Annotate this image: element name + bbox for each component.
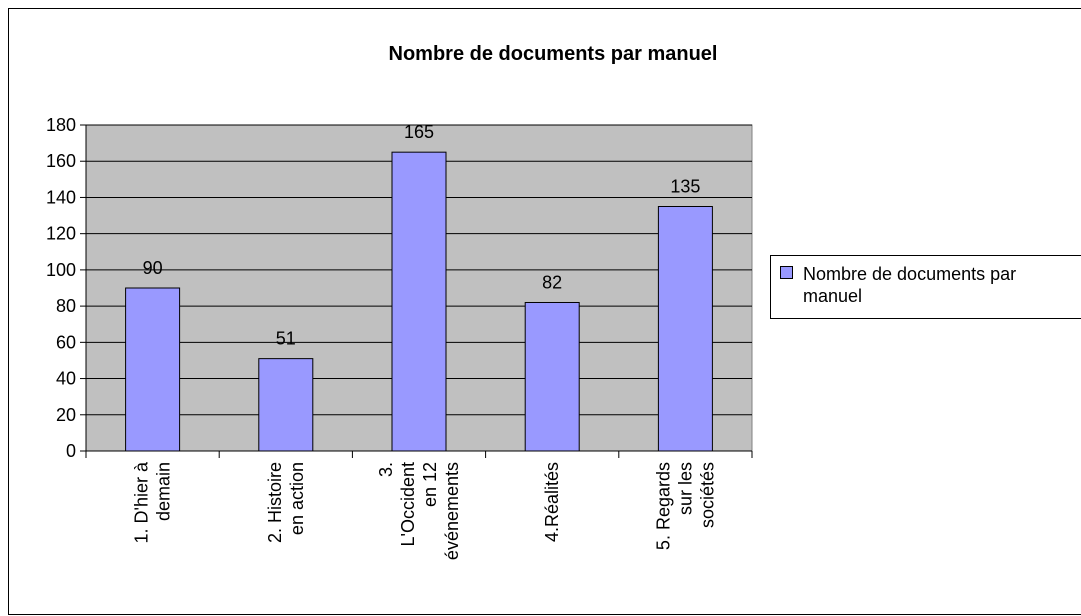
y-tick-label: 40 (56, 369, 76, 389)
value-label: 165 (404, 122, 434, 142)
text-line: demain (154, 462, 174, 521)
value-label: 90 (143, 258, 163, 278)
value-label: 51 (276, 329, 296, 349)
value-label: 82 (542, 272, 562, 292)
legend-box (770, 255, 1081, 319)
text-line: 4.Réalités (542, 462, 562, 542)
chart-title: Nombre de documents par manuel (389, 43, 718, 65)
y-tick-label: 60 (56, 332, 76, 352)
text-line: 5. Regards (653, 462, 673, 550)
text-line: L'Occident (398, 462, 418, 546)
x-tick-label: 4.Réalités (542, 462, 562, 542)
legend-label: Nombre de documents par manuel (803, 264, 1016, 306)
x-tick-label: 2. Histoire en action (265, 462, 307, 543)
y-tick-label: 80 (56, 296, 76, 316)
y-tick-label: 20 (56, 405, 76, 425)
legend-swatch (780, 266, 793, 279)
x-tick-label: 3. L'Occident en 12 événements (376, 462, 462, 560)
bar (524, 301, 580, 452)
y-tick-label: 160 (46, 151, 76, 171)
bar (258, 358, 314, 452)
y-tick-label: 180 (46, 115, 76, 135)
text-line: 3. (376, 462, 396, 477)
text-line: en 12 (420, 462, 440, 507)
text-line: événements (442, 462, 462, 560)
bar (657, 206, 713, 452)
text-line: 2. Histoire (265, 462, 285, 543)
y-tick-label: 100 (46, 260, 76, 280)
x-tick-label: 5. Regards sur les sociétés (653, 462, 717, 550)
text-line: 1. D'hier à (132, 461, 152, 543)
value-label: 135 (670, 177, 700, 197)
x-tick-label: 1. D'hier à demain (132, 461, 174, 543)
text-line: Nombre de documents par (803, 264, 1016, 284)
text-line: en action (287, 462, 307, 535)
y-tick-label: 120 (46, 224, 76, 244)
y-tick-label: 0 (66, 441, 76, 461)
bar (125, 287, 181, 452)
bar (391, 151, 447, 452)
text-line: sur les (675, 462, 695, 515)
y-tick-label: 140 (46, 187, 76, 207)
text-line: manuel (803, 286, 862, 306)
text-line: sociétés (697, 462, 717, 528)
